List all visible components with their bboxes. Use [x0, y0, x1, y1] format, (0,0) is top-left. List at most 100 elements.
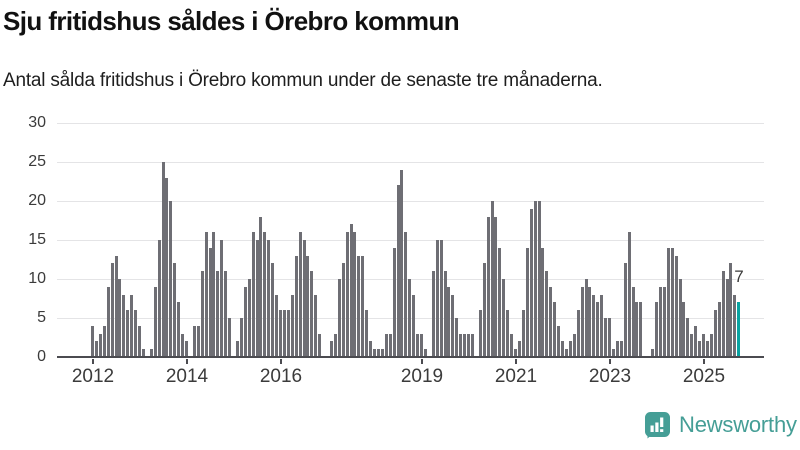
bar — [149, 349, 153, 357]
bar — [514, 349, 517, 357]
bar — [239, 318, 243, 357]
bar — [604, 318, 608, 357]
gridline — [57, 239, 764, 241]
y-tick-label: 30 — [28, 114, 46, 131]
chart-subtitle: Antal sålda fritidshus i Örebro kommun u… — [3, 70, 603, 91]
bar — [130, 294, 134, 357]
bar — [529, 208, 533, 357]
bar — [267, 240, 271, 357]
bar — [459, 333, 463, 357]
bar — [412, 294, 416, 357]
bar — [435, 240, 439, 357]
bar — [639, 302, 643, 357]
bar — [674, 255, 678, 357]
bar — [388, 333, 392, 357]
bar — [220, 240, 224, 357]
bar — [678, 279, 682, 357]
bar — [400, 169, 404, 357]
bar — [517, 341, 521, 357]
bar — [447, 286, 451, 357]
bar — [337, 279, 341, 357]
bar — [177, 302, 181, 357]
bar — [318, 333, 322, 357]
bar — [396, 185, 400, 357]
bar — [228, 318, 232, 357]
bar — [451, 294, 455, 357]
bar — [263, 232, 267, 357]
bar — [416, 333, 420, 357]
bar — [329, 341, 333, 357]
x-tick-mark — [703, 358, 705, 364]
bar — [349, 224, 353, 357]
bar — [118, 279, 122, 357]
bar — [275, 294, 279, 357]
bar — [549, 286, 553, 357]
bar — [216, 271, 220, 357]
bar — [478, 310, 482, 357]
bar — [408, 279, 412, 357]
bar — [376, 349, 380, 357]
bar — [357, 255, 361, 357]
bar — [611, 349, 615, 357]
chart-title: Sju fritidshus såldes i Örebro kommun — [3, 6, 460, 36]
bar — [733, 294, 737, 357]
bar — [686, 318, 690, 357]
bar — [91, 325, 94, 357]
bar — [443, 271, 447, 357]
bar — [623, 263, 627, 357]
bar — [717, 302, 721, 357]
bar — [380, 349, 384, 357]
bar — [553, 302, 557, 357]
bar — [506, 310, 510, 357]
bar — [541, 247, 545, 357]
bar — [580, 286, 584, 357]
bar — [666, 247, 670, 357]
gridline — [57, 122, 764, 124]
bar — [247, 279, 251, 357]
bar — [721, 271, 725, 357]
bar — [157, 240, 161, 357]
bar — [271, 263, 275, 357]
x-tick-label: 2016 — [259, 366, 303, 387]
y-tick-label: 5 — [37, 309, 46, 326]
x-tick-label: 2019 — [400, 366, 444, 387]
bar — [705, 341, 709, 357]
bar — [572, 333, 576, 357]
bar — [568, 341, 572, 357]
bar — [725, 279, 729, 357]
bar — [467, 333, 470, 357]
bar — [709, 333, 713, 357]
bar — [494, 216, 498, 357]
bar — [353, 232, 357, 357]
bar — [204, 232, 208, 357]
bar — [208, 247, 212, 357]
brand-name: Newsworthy — [679, 412, 797, 437]
bar — [404, 232, 408, 357]
bar — [94, 341, 98, 357]
bar — [635, 302, 639, 357]
gridline — [57, 161, 764, 163]
bar — [525, 247, 529, 357]
bar — [588, 286, 592, 357]
brand-footer: Newsworthy — [644, 411, 797, 439]
bar — [192, 325, 196, 357]
bar — [106, 286, 110, 357]
bar — [282, 310, 286, 357]
bar — [702, 333, 705, 357]
bar — [302, 240, 306, 357]
bar — [185, 341, 188, 357]
bar — [102, 325, 106, 357]
bar — [455, 318, 459, 357]
gridline — [57, 200, 764, 202]
bar — [615, 341, 619, 357]
y-tick-label: 0 — [37, 348, 46, 365]
highlighted-bar — [737, 302, 741, 357]
bar — [181, 333, 185, 357]
x-tick-mark — [280, 358, 282, 364]
bar — [251, 232, 255, 357]
bar — [627, 232, 631, 357]
x-tick-mark — [609, 358, 611, 364]
bar — [600, 294, 604, 357]
bar — [294, 255, 298, 357]
bar — [533, 201, 537, 357]
